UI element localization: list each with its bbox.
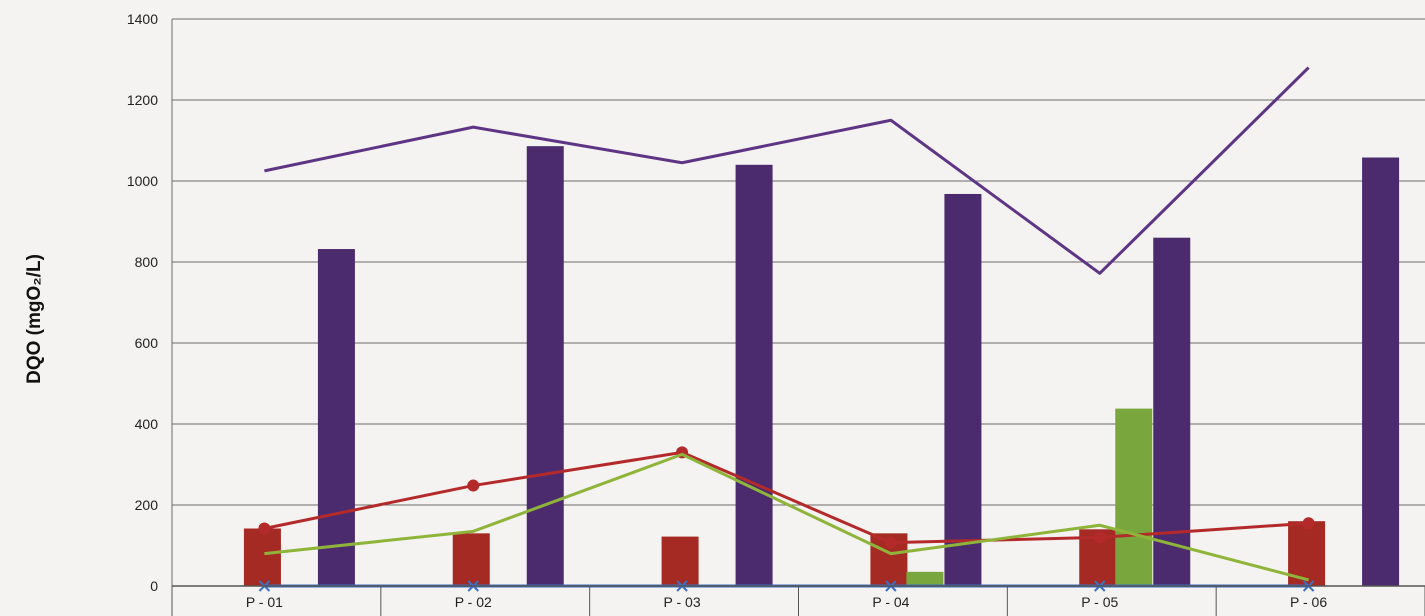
y-tick-label: 200 [135, 497, 159, 513]
y-tick-label: 400 [135, 416, 159, 432]
x-tick-label: P - 01 [246, 594, 283, 610]
gridlines [171, 18, 1425, 616]
bar [906, 571, 944, 586]
line-point [1302, 517, 1315, 530]
series-line [264, 66, 1310, 275]
x-tick-label: P - 04 [872, 594, 909, 610]
bar [1153, 237, 1191, 586]
line-point [1093, 531, 1106, 544]
bar [1115, 408, 1153, 586]
x-tick-label: P - 06 [1290, 594, 1327, 610]
y-tick-label: 1400 [127, 11, 158, 27]
y-tick-label: 600 [135, 335, 159, 351]
y-tick-label: 0 [150, 578, 158, 594]
y-tick-label: 1000 [127, 173, 158, 189]
line-point [884, 536, 897, 549]
bar [317, 249, 355, 587]
bar [735, 164, 773, 587]
bar [526, 146, 564, 587]
bars [243, 146, 1400, 587]
bar [944, 193, 982, 586]
bar [1362, 157, 1400, 586]
x-axis: P - 01 P - 02 P - 03 P - 04 P - 05 P - 06 [171, 585, 1425, 616]
bar [661, 536, 699, 586]
x-tick-label: P - 05 [1081, 594, 1118, 610]
x-tick-label: P - 03 [664, 594, 701, 610]
series-line [264, 452, 1309, 582]
bar [243, 528, 281, 586]
x-tick-label: P - 02 [455, 594, 492, 610]
line-point [467, 479, 480, 492]
bar [452, 533, 490, 586]
y-tick-label: 800 [135, 254, 159, 270]
y-axis-label: DQO (mgO₂/L) [24, 254, 45, 384]
y-tick-labels: 0 200 400 600 800 1000 1200 1400 [127, 11, 158, 594]
line-point [258, 522, 271, 535]
y-tick-label: 1200 [127, 92, 158, 108]
